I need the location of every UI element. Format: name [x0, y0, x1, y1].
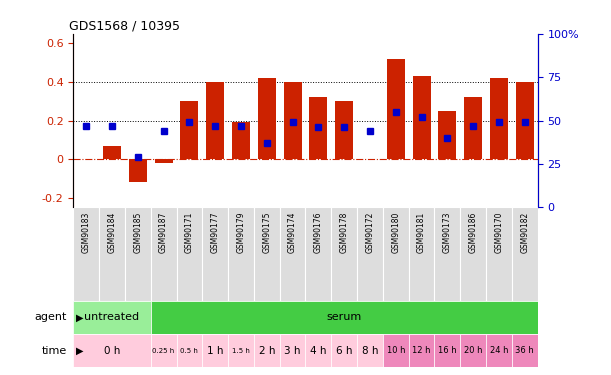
Text: GSM90173: GSM90173 — [443, 212, 452, 254]
Bar — [434, 334, 460, 368]
Text: GSM90174: GSM90174 — [288, 212, 297, 254]
Bar — [516, 82, 534, 159]
Bar — [228, 334, 254, 368]
Bar — [280, 334, 306, 368]
Bar — [383, 207, 409, 301]
Text: GSM90175: GSM90175 — [262, 212, 271, 254]
Bar — [177, 207, 202, 301]
Bar — [460, 334, 486, 368]
Text: serum: serum — [326, 312, 362, 322]
Bar — [280, 207, 306, 301]
Bar — [151, 301, 538, 334]
Bar — [438, 111, 456, 159]
Bar — [331, 334, 357, 368]
Bar — [180, 101, 199, 159]
Bar — [383, 334, 409, 368]
Text: GSM90172: GSM90172 — [365, 212, 375, 254]
Text: 0 h: 0 h — [104, 346, 120, 356]
Text: GSM90187: GSM90187 — [159, 212, 168, 254]
Text: GSM90182: GSM90182 — [521, 212, 529, 253]
Text: ▶: ▶ — [76, 346, 84, 356]
Text: ▶: ▶ — [76, 312, 84, 322]
Text: 20 h: 20 h — [464, 346, 483, 355]
Text: GSM90177: GSM90177 — [211, 212, 220, 254]
Bar — [206, 82, 224, 159]
Text: GSM90185: GSM90185 — [133, 212, 142, 254]
Text: 1.5 h: 1.5 h — [232, 348, 250, 354]
Bar — [202, 207, 228, 301]
Text: GDS1568 / 10395: GDS1568 / 10395 — [68, 20, 180, 33]
Bar — [155, 159, 173, 163]
Bar — [103, 146, 121, 159]
Text: agent: agent — [35, 312, 67, 322]
Bar — [73, 334, 151, 368]
Bar — [486, 334, 512, 368]
Bar — [228, 207, 254, 301]
Bar — [254, 334, 280, 368]
Text: 8 h: 8 h — [362, 346, 378, 356]
Text: 12 h: 12 h — [412, 346, 431, 355]
Text: GSM90183: GSM90183 — [82, 212, 90, 254]
Text: 36 h: 36 h — [516, 346, 534, 355]
Text: time: time — [42, 346, 67, 356]
Bar — [409, 207, 434, 301]
Bar — [412, 76, 431, 159]
Text: GSM90180: GSM90180 — [391, 212, 400, 254]
Bar — [357, 207, 383, 301]
Text: GSM90170: GSM90170 — [494, 212, 503, 254]
Text: 0.25 h: 0.25 h — [153, 348, 175, 354]
Bar — [151, 334, 177, 368]
Text: 6 h: 6 h — [336, 346, 353, 356]
Text: GSM90178: GSM90178 — [340, 212, 349, 254]
Text: 10 h: 10 h — [387, 346, 405, 355]
Bar — [73, 301, 151, 334]
Text: GSM90176: GSM90176 — [314, 212, 323, 254]
Text: 4 h: 4 h — [310, 346, 327, 356]
Bar — [460, 207, 486, 301]
Bar — [309, 98, 327, 159]
Bar — [490, 78, 508, 159]
Bar — [331, 207, 357, 301]
Text: 0.5 h: 0.5 h — [180, 348, 199, 354]
Bar — [284, 82, 302, 159]
Bar — [512, 207, 538, 301]
Bar — [177, 334, 202, 368]
Text: 24 h: 24 h — [490, 346, 508, 355]
Text: GSM90186: GSM90186 — [469, 212, 478, 254]
Bar — [73, 207, 99, 301]
Bar — [512, 334, 538, 368]
Text: GSM90181: GSM90181 — [417, 212, 426, 253]
Bar — [409, 334, 434, 368]
Bar — [306, 334, 331, 368]
Bar — [125, 207, 151, 301]
Text: 2 h: 2 h — [258, 346, 275, 356]
Bar — [232, 123, 250, 159]
Text: GSM90179: GSM90179 — [236, 212, 246, 254]
Bar — [434, 207, 460, 301]
Text: GSM90171: GSM90171 — [185, 212, 194, 254]
Text: untreated: untreated — [84, 312, 139, 322]
Bar — [129, 159, 147, 182]
Bar — [464, 98, 482, 159]
Bar — [99, 207, 125, 301]
Text: 16 h: 16 h — [438, 346, 456, 355]
Text: GSM90184: GSM90184 — [108, 212, 117, 254]
Text: 1 h: 1 h — [207, 346, 224, 356]
Bar — [202, 334, 228, 368]
Bar — [335, 101, 353, 159]
Bar — [357, 334, 383, 368]
Bar — [151, 207, 177, 301]
Bar — [387, 59, 405, 159]
Bar — [254, 207, 280, 301]
Bar — [258, 78, 276, 159]
Bar — [486, 207, 512, 301]
Bar — [306, 207, 331, 301]
Text: 3 h: 3 h — [284, 346, 301, 356]
